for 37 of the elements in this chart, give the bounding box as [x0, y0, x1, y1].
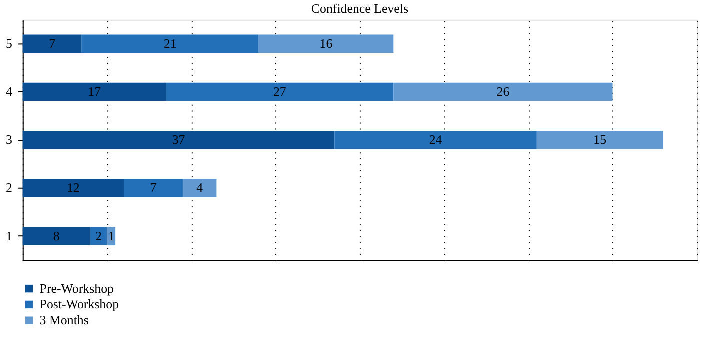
bar	[82, 34, 259, 54]
bar	[22, 34, 82, 54]
bar	[334, 131, 537, 150]
bar	[166, 82, 394, 102]
y-tick-label: 4	[6, 84, 13, 99]
data-label: 24	[429, 132, 443, 148]
bar	[394, 82, 613, 102]
bar	[258, 34, 394, 54]
y-tick-label: 3	[6, 132, 12, 148]
data-label: 1	[108, 228, 115, 244]
data-label: 2	[95, 228, 102, 244]
bar	[22, 82, 166, 102]
bar	[182, 179, 217, 198]
data-label: 37	[172, 132, 186, 148]
bar	[22, 131, 335, 150]
data-label: 17	[88, 84, 102, 99]
data-label: 16	[320, 36, 334, 51]
data-label: 4	[196, 180, 204, 196]
y-tick-label: 2	[6, 180, 12, 196]
bar	[536, 131, 664, 150]
bar	[22, 179, 124, 198]
data-label: 12	[66, 180, 80, 196]
data-label: 7	[150, 180, 158, 196]
chart-title: Confidence Levels	[311, 0, 409, 16]
y-tick-label: 1	[6, 228, 12, 244]
data-label: 8	[53, 228, 60, 244]
bar	[124, 179, 183, 198]
data-label: 21	[164, 36, 177, 51]
legend-label: Pre-Workshop	[40, 280, 114, 296]
legend-label: 3 Months	[40, 312, 89, 328]
data-label: 26	[496, 84, 510, 99]
y-tick-label: 5	[6, 36, 12, 51]
legend-label: Post-Workshop	[40, 296, 120, 312]
data-label: 15	[594, 132, 607, 148]
data-label: 27	[273, 84, 287, 99]
data-label: 7	[49, 36, 56, 51]
bar	[22, 227, 90, 246]
